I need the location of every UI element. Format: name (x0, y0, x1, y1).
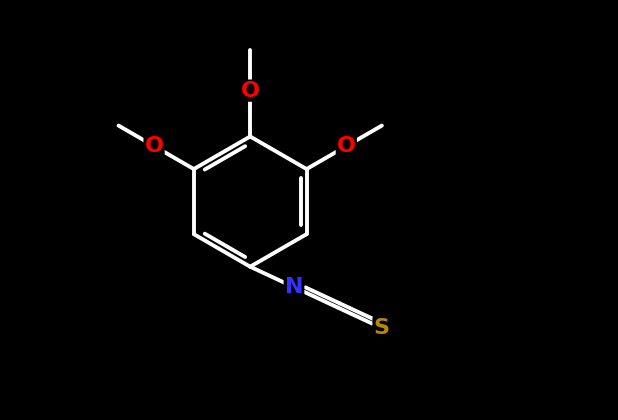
Text: O: O (145, 136, 164, 156)
Text: O: O (240, 81, 260, 101)
Text: O: O (337, 136, 356, 156)
Text: N: N (285, 277, 303, 297)
Text: S: S (373, 318, 389, 338)
